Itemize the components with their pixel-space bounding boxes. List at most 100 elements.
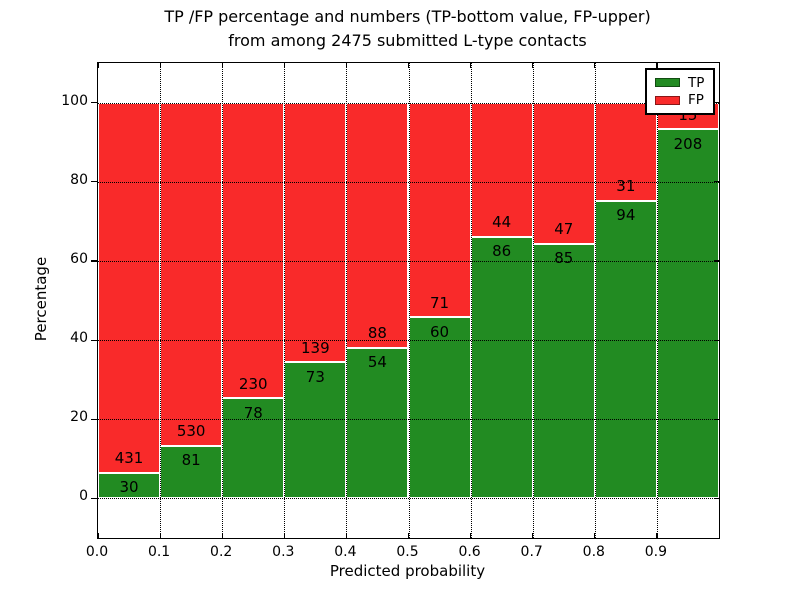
x-axis-label: Predicted probability	[329, 562, 486, 580]
chart-title-line2: from among 2475 submitted L-type contact…	[228, 31, 587, 50]
x-tick-mark-top	[470, 63, 472, 68]
x-tick-label: 0.1	[147, 544, 171, 560]
fp-legend-swatch	[655, 95, 680, 105]
plot-area: 431 30 530 81 230 78 139 73 88 54 71 60 44 86 47 85 31 94…	[91, 62, 720, 539]
y-tick-label: 0	[79, 488, 88, 505]
legend-entry: FP	[647, 93, 713, 107]
fp-bar-segment	[222, 102, 285, 399]
x-tick-mark	[283, 533, 285, 538]
legend-entry-label: FP	[688, 92, 704, 109]
legend-entry: TP	[647, 76, 713, 90]
tp-bar-segment	[98, 472, 161, 499]
fp-count-label: 530	[176, 422, 206, 441]
tp-count-label: 85	[554, 249, 574, 268]
x-tick-mark-top	[656, 63, 658, 68]
x-tick-mark	[718, 533, 720, 538]
x-tick-mark	[656, 533, 658, 538]
tp-count-label: 54	[367, 353, 387, 372]
y-axis-label: Percentage	[32, 256, 50, 342]
legend: TP FP	[645, 68, 715, 115]
tp-legend-swatch	[655, 78, 680, 88]
x-tick-label: 0.4	[334, 544, 357, 560]
y-tick-label: 20	[70, 409, 88, 426]
x-tick-label: 0.7	[520, 544, 543, 560]
vertical-gridline	[284, 63, 286, 538]
x-tick-mark-top	[283, 63, 285, 68]
x-tick-mark-top	[97, 63, 99, 68]
tp-bar-segment	[532, 243, 595, 499]
x-tick-mark-top	[221, 63, 223, 68]
fp-bar-segment	[470, 102, 533, 237]
vertical-gridline	[656, 63, 658, 538]
x-tick-label: 0.8	[582, 544, 605, 560]
tp-count-label: 30	[119, 478, 139, 497]
tp-count-label: 78	[243, 403, 263, 422]
legend-entry-label: TP	[688, 74, 705, 91]
vertical-gridline	[408, 63, 410, 538]
y-tick-mark-right	[714, 181, 719, 183]
fp-count-label: 47	[554, 220, 574, 239]
fp-count-label: 431	[114, 449, 144, 468]
vertical-gridline	[160, 63, 162, 538]
fp-count-label: 88	[367, 324, 387, 343]
x-tick-label: 0.9	[644, 544, 668, 560]
y-tick-mark	[91, 497, 97, 500]
y-tick-mark	[91, 418, 97, 420]
x-tick-label: 0.0	[85, 544, 109, 560]
y-tick-label: 40	[70, 330, 88, 347]
tp-bar-segment	[408, 317, 471, 499]
chart-title: TP /FP percentage and numbers (TP-bottom…	[97, 5, 718, 53]
y-tick-mark	[91, 102, 97, 104]
fp-count-label: 71	[430, 293, 450, 312]
fp-count-label: 230	[238, 374, 268, 393]
x-tick-mark	[470, 533, 472, 538]
x-tick-mark	[97, 533, 99, 538]
x-tick-mark	[345, 533, 348, 538]
tp-count-label: 73	[305, 367, 325, 386]
fp-bar-segment	[98, 102, 161, 473]
y-tick-mark	[91, 339, 97, 341]
y-tick-label: 80	[70, 171, 88, 188]
vertical-gridline	[222, 63, 224, 538]
y-tick-mark	[91, 260, 97, 262]
fp-bar-segment	[284, 102, 347, 363]
x-tick-mark	[408, 533, 410, 538]
x-tick-mark-top	[718, 63, 720, 68]
y-tick-mark-right	[714, 339, 719, 341]
chart-title-line1: TP /FP percentage and numbers (TP-bottom…	[164, 7, 651, 26]
fp-count-label: 44	[492, 213, 512, 232]
tp-count-label: 94	[616, 206, 636, 225]
x-tick-mark	[532, 533, 534, 538]
tp-count-label: 60	[430, 322, 450, 341]
vertical-gridline	[532, 63, 534, 538]
x-tick-mark	[594, 533, 596, 538]
vertical-gridline	[594, 63, 596, 538]
tp-count-label: 86	[492, 242, 512, 261]
x-tick-label: 0.6	[458, 544, 481, 560]
vertical-gridline	[470, 63, 472, 538]
tp-count-label: 81	[181, 451, 201, 470]
y-tick-mark-right	[714, 418, 719, 420]
x-tick-label: 0.3	[272, 544, 295, 560]
y-tick-mark	[91, 181, 97, 183]
x-tick-mark-top	[345, 63, 348, 68]
y-tick-label: 100	[61, 92, 88, 109]
x-tick-mark-top	[408, 63, 410, 68]
fp-bar-segment	[408, 102, 471, 318]
x-tick-mark-top	[159, 63, 161, 68]
tp-bar-segment	[470, 236, 533, 499]
vertical-gridline	[346, 63, 348, 538]
x-tick-mark-top	[594, 63, 596, 68]
y-tick-mark-right	[714, 497, 719, 500]
x-tick-label: 0.2	[210, 544, 233, 560]
x-tick-mark	[221, 533, 223, 538]
y-tick-label: 60	[70, 250, 88, 267]
x-tick-label: 0.5	[396, 544, 419, 560]
fp-count-label: 31	[616, 177, 636, 196]
y-tick-mark-right	[714, 260, 719, 262]
x-tick-mark-top	[532, 63, 534, 68]
y-tick-mark-right	[714, 102, 719, 104]
fp-bar-segment	[160, 102, 223, 446]
tp-bar-segment	[594, 200, 657, 499]
